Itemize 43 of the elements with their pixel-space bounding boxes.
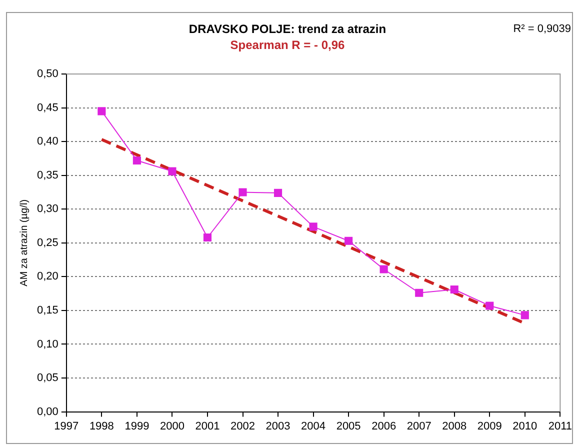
y-tick-label: 0,10 (36, 338, 58, 350)
point (238, 188, 247, 196)
x-tick-label: 2011 (548, 420, 572, 432)
point (380, 265, 388, 274)
x-tick-label: 1999 (124, 420, 150, 432)
point (486, 302, 494, 310)
y-tick-label: 0,35 (36, 169, 58, 182)
y-tick-label: 0,05 (36, 372, 58, 384)
y-tick-label: 0,40 (36, 136, 58, 148)
y-axis-title: AM za atrazin (µg/l) (18, 199, 30, 286)
x-tick-label: 2004 (301, 420, 326, 432)
point (203, 233, 212, 242)
point (274, 188, 282, 197)
y-tick-label: 0,50 (36, 68, 58, 80)
point (450, 285, 458, 294)
y-tick-label: 0,15 (36, 304, 58, 316)
point (98, 107, 106, 116)
point (132, 156, 141, 165)
y-tick-label: 0,45 (36, 102, 58, 114)
x-tick-label: 2002 (230, 420, 255, 432)
chart-subtitle: Spearman R = - 0,96 (229, 38, 346, 52)
x-tick-label: 2008 (442, 420, 467, 432)
y-tick-label: 0,20 (36, 270, 58, 283)
point (309, 222, 318, 231)
x-tick-label: 1998 (89, 420, 114, 432)
x-tick-label: 2006 (372, 420, 396, 432)
x-tick-label: 2007 (406, 420, 432, 432)
y-tick-label: 0,25 (36, 236, 58, 249)
x-tick-label: 1997 (54, 420, 79, 432)
y-tick-label: 0,30 (36, 203, 58, 216)
y-tick-label: 0,00 (36, 406, 58, 418)
x-tick-label: 2003 (266, 420, 290, 432)
text: R² = 0,9039 (513, 23, 571, 35)
point (415, 288, 424, 297)
point (168, 167, 176, 176)
x-tick-label: 2005 (336, 420, 361, 432)
x-tick-label: 2009 (477, 420, 502, 432)
x-tick-label: 2001 (195, 420, 220, 432)
x-tick-label: 2000 (160, 420, 184, 432)
point (520, 311, 529, 320)
point (344, 236, 353, 245)
chart-title: DRAVSKO POLJE: trend za atrazin (188, 22, 386, 36)
x-tick-label: 2010 (512, 420, 538, 432)
